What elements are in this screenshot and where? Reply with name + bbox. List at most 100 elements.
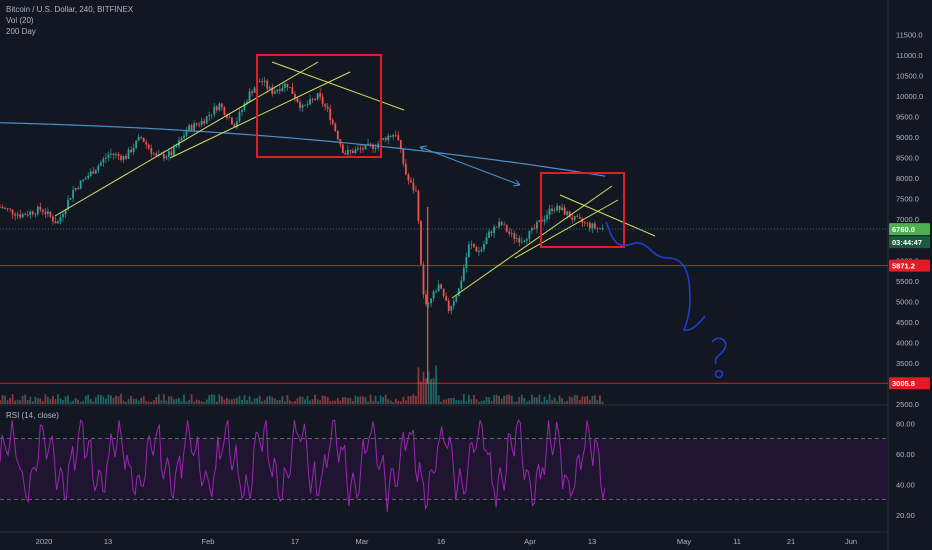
candle-body xyxy=(490,231,493,234)
volume-bar xyxy=(286,395,289,404)
candle-body xyxy=(283,83,286,88)
volume-bar xyxy=(359,396,362,404)
candle-body xyxy=(288,87,291,89)
candle-body xyxy=(488,231,490,238)
volume-bar xyxy=(329,401,332,404)
volume-bar xyxy=(432,377,435,404)
candle-body xyxy=(346,150,349,155)
volume-bar xyxy=(281,396,284,404)
candle-body xyxy=(430,298,432,304)
candle-body xyxy=(29,211,32,216)
volume-bar xyxy=(39,398,42,404)
candle-body xyxy=(268,87,271,89)
candle-body xyxy=(69,198,72,200)
candle-body xyxy=(195,123,198,125)
candle-body xyxy=(558,205,561,211)
candle-body xyxy=(473,244,475,248)
volume-bar xyxy=(251,401,253,404)
countdown-tag-bg xyxy=(889,236,930,249)
price-tick-label: 8000.0 xyxy=(896,174,919,183)
volume-bar xyxy=(495,394,498,404)
volume-bar xyxy=(324,395,327,404)
candle-body xyxy=(399,140,402,149)
volume-bar xyxy=(84,395,87,404)
volume-bar xyxy=(586,395,589,404)
candle-body xyxy=(233,124,236,128)
candle-body xyxy=(417,191,420,222)
legend-rsi[interactable]: RSI (14, close) xyxy=(6,411,59,420)
price-tick-label: 7000.0 xyxy=(896,215,919,224)
candle-body xyxy=(336,131,339,140)
price-tick-label: 2500.0 xyxy=(896,400,919,409)
candle-body xyxy=(296,98,299,103)
candle-body xyxy=(578,217,581,219)
candle-body xyxy=(357,148,359,150)
volume-bar xyxy=(288,400,291,404)
volume-bar xyxy=(190,394,193,404)
volume-bar xyxy=(367,401,369,404)
candle-body xyxy=(341,144,344,154)
volume-bar xyxy=(455,399,458,404)
candle-body xyxy=(382,138,385,140)
legend-ma[interactable]: 200 Day xyxy=(6,27,36,36)
volume-bar xyxy=(120,394,122,404)
legend-vol[interactable]: Vol (20) xyxy=(6,16,34,25)
volume-bar xyxy=(102,396,105,404)
candle-body xyxy=(46,211,49,214)
candle-body xyxy=(77,187,80,189)
candle-body xyxy=(253,87,256,93)
candle-body xyxy=(223,107,226,115)
rsi-tick-label: 80.00 xyxy=(896,419,915,428)
volume-bar xyxy=(326,397,329,404)
volume-bar xyxy=(19,400,22,404)
countdown-tag: 03:44:47 xyxy=(892,238,922,247)
volume-bar xyxy=(538,394,541,404)
candle-body xyxy=(52,216,54,222)
volume-bar xyxy=(46,396,49,404)
rsi-tick-label: 20.00 xyxy=(896,511,915,520)
candle-body xyxy=(369,143,372,145)
candle-body xyxy=(62,214,64,218)
candle-body xyxy=(599,227,601,229)
volume-bar xyxy=(82,401,85,404)
volume-bar xyxy=(41,400,44,404)
volume-bar xyxy=(321,395,324,404)
volume-bar xyxy=(548,394,551,404)
volume-bar xyxy=(412,394,415,404)
volume-bar xyxy=(137,400,140,404)
volume-bar xyxy=(425,378,427,404)
volume-bar xyxy=(173,399,175,404)
volume-bar xyxy=(6,400,9,404)
candle-body xyxy=(445,295,448,301)
volume-bar xyxy=(452,397,455,404)
candle-body xyxy=(6,208,9,210)
volume-bar xyxy=(74,398,77,404)
trendline xyxy=(451,185,613,299)
price-tick-label: 10500.0 xyxy=(896,71,923,80)
volume-bar xyxy=(263,400,266,404)
volume-bar xyxy=(89,399,92,404)
candle-body xyxy=(329,108,332,121)
price-tick-label: 4000.0 xyxy=(896,338,919,347)
volume-bar xyxy=(362,396,364,404)
volume-bar xyxy=(478,401,480,404)
legend-symbol[interactable]: Bitcoin / U.S. Dollar, 240, BITFINEX xyxy=(6,5,134,14)
candle-body xyxy=(483,244,485,250)
volume-bar xyxy=(127,398,130,404)
volume-bar xyxy=(112,397,115,404)
candle-body xyxy=(175,146,178,148)
candle-body xyxy=(142,137,145,143)
candle-body xyxy=(193,123,196,131)
volume-bar xyxy=(382,397,385,404)
candle-body xyxy=(89,171,92,176)
volume-bar xyxy=(72,400,75,404)
volume-bar xyxy=(14,400,17,404)
volume-bar xyxy=(467,394,470,404)
candle-body xyxy=(132,147,135,153)
candle-body xyxy=(243,103,246,110)
volume-bar xyxy=(34,396,37,404)
candle-body xyxy=(525,239,528,241)
candle-body xyxy=(241,109,243,112)
candle-body xyxy=(150,148,153,154)
